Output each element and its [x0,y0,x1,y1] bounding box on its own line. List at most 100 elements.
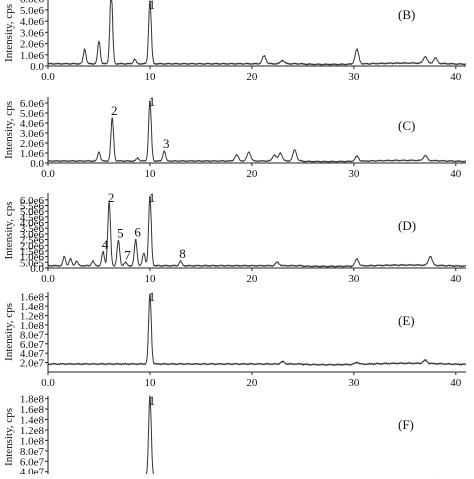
x-tick-label: 20 [246,71,258,83]
peak-point [276,261,278,263]
peak-label: 8 [179,246,186,261]
y-tick-label: 4.5e6 [20,212,45,224]
y-axis-label: Intensity, cps [3,408,15,466]
peak-point [124,261,127,263]
peak-point [434,57,437,59]
y-tick-label: 0.0 [30,263,44,275]
peak-point [356,155,358,157]
peak-point [281,361,284,363]
y-axis-label: Intensity, cps [3,4,15,62]
peak-point [424,360,426,362]
y-tick-label: 6.0e6 [20,98,45,110]
peak-point [236,154,238,156]
peak-point [84,48,86,50]
peak-point [279,152,282,154]
peak-point [424,56,426,58]
y-tick-label: 4.0e6 [20,118,45,130]
peak-point [429,256,431,258]
x-tick-label: 40 [450,377,462,389]
x-tick-label: 10 [144,273,156,285]
peak-point [92,260,94,262]
peak-point [149,293,151,295]
peak-point [137,157,139,159]
peak-label: 1 [149,289,156,304]
y-tick-label: 3.0e6 [20,229,45,241]
x-tick-label: 30 [348,377,360,389]
peak-point [273,154,275,156]
panel-label: (C) [398,118,415,133]
peak-point [75,260,78,262]
y-tick-label: 1.0e6 [20,50,45,62]
peak-point [294,149,296,151]
peak-label: 3 [163,136,170,151]
y-tick-label: 1.0e6 [20,252,45,264]
y-tick-label: 6.0e6 [20,0,45,6]
y-tick-label: 6.0e7 [20,456,45,468]
y-axis-label: Intensity, cps [3,202,15,260]
peak-point [98,40,100,42]
peak-point [356,361,358,363]
y-tick-label: 3.5e6 [20,223,45,235]
peak-point [179,260,182,262]
peak-label: 4 [102,237,109,252]
peak-point [281,59,284,61]
y-tick-label: 5.0e6 [20,108,45,120]
x-tick-label: 20 [246,273,258,285]
y-tick-label: 5.0e6 [20,206,45,218]
y-axis-label: Intensity, cps [3,101,15,159]
peak-label: 2 [111,103,118,118]
panel-label: (D) [398,218,416,233]
x-tick-label: 10 [144,168,156,180]
trace-line [47,0,466,66]
x-tick-label: 30 [348,273,360,285]
x-tick-label: 0.0 [41,377,55,389]
peak-point [356,258,358,260]
y-tick-label: 1.2e8 [20,311,45,323]
peak-point [248,151,250,153]
peak-point [63,256,65,258]
peak-point [98,151,100,153]
y-axis-label: Intensity, cps [3,303,15,361]
y-tick-label: 0.0 [30,158,44,170]
x-tick-label: 0.0 [41,168,55,180]
x-tick-label: 10 [144,377,156,389]
y-tick-label: 1.0e8 [20,320,45,332]
peak-point [117,240,119,242]
peak-point [149,0,151,2]
peak-label: 1 [149,0,156,12]
peak-point [102,251,104,253]
y-tick-label: 2.5e6 [20,235,45,247]
panel-label: (F) [398,417,414,432]
panel-b: 0.01.0e62.0e63.0e64.0e65.0e66.0e60.01020… [3,0,466,83]
x-tick-label: 30 [348,168,360,180]
y-tick-label: 0.0 [30,61,44,73]
peak-label: 1 [149,190,156,205]
y-tick-label: 8.0e7 [20,329,45,341]
peak-point [135,238,137,241]
peak-point [356,48,358,50]
y-tick-label: 5.0e6 [20,5,45,17]
trace-line [47,395,467,479]
y-tick-label: 3.0e6 [20,27,45,39]
peak-label: 7 [124,247,131,262]
x-tick-label: 40 [450,168,462,180]
x-tick-label: 20 [246,377,258,389]
peak-point [111,117,113,119]
peak-point [263,55,265,57]
peak-label: 6 [134,225,141,240]
x-tick-label: 40 [450,273,462,285]
peak-point [149,195,151,198]
peak-point [143,252,145,254]
trace-line [47,293,467,367]
panel-f: 3.0e74.0e76.0e78.0e71.0e81.2e81.4e81.6e8… [3,393,467,479]
x-tick-label: 30 [348,71,360,83]
peak-label: 2 [108,190,115,205]
y-tick-label: 1.8e8 [20,394,45,406]
y-tick-label: 1.0e8 [20,435,45,447]
y-tick-label: 2.0e6 [20,138,45,150]
y-tick-label: 4.0e6 [20,16,45,28]
y-tick-label: 4.0e7 [20,348,45,360]
